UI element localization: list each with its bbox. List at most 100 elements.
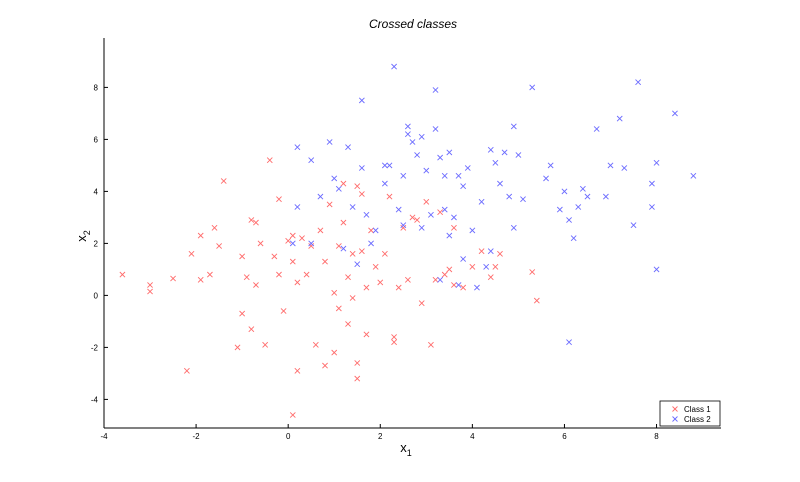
class-1-point — [414, 217, 421, 223]
class-1-point — [358, 191, 365, 197]
class-2-point — [543, 175, 549, 182]
class-2-point — [381, 162, 388, 169]
class-2-point — [340, 245, 347, 252]
class-1-point — [234, 344, 241, 351]
class-2-point — [331, 175, 338, 182]
class-2-point — [368, 240, 374, 247]
class-2-point — [621, 165, 628, 171]
class-2-point — [487, 146, 494, 153]
x-tick-label: -4 — [100, 432, 108, 441]
class-2-point — [474, 284, 480, 291]
class-1-point — [276, 196, 282, 203]
class-2-point — [427, 211, 434, 218]
class-2-point — [455, 282, 462, 288]
class-2-point — [418, 224, 425, 231]
class-2-point — [464, 165, 471, 171]
class-2-point — [561, 188, 568, 195]
class-1-point — [285, 237, 292, 244]
legend-label-1: Class 1 — [684, 405, 711, 414]
class-2-point — [404, 123, 411, 130]
y-tick-label: 8 — [94, 83, 99, 92]
class-1-point — [119, 271, 126, 278]
y-tick-label: 2 — [94, 239, 99, 248]
class-2-point — [294, 144, 301, 151]
class-1-point — [395, 284, 402, 291]
class-2-point — [400, 222, 407, 229]
class-1-point — [331, 349, 338, 356]
class-1-point — [497, 250, 503, 257]
class-2-point — [400, 172, 407, 179]
class-1-point — [340, 180, 347, 187]
class-1-point — [437, 209, 444, 216]
class-1-point — [441, 271, 448, 278]
class-1-point — [432, 276, 439, 283]
class-1-point — [391, 334, 398, 340]
class-1-point — [248, 326, 255, 333]
y-tick-label: -4 — [91, 395, 99, 404]
class-2-point — [547, 162, 554, 169]
class-1-point — [322, 258, 328, 265]
class-2-point — [649, 204, 655, 210]
y-tick-label: 0 — [94, 291, 99, 300]
class-1-point — [529, 269, 536, 275]
class-1-point — [294, 367, 301, 374]
class-1-point — [377, 279, 384, 286]
class-1-point — [363, 284, 370, 291]
class-2-point — [492, 159, 499, 166]
class-2-point — [441, 172, 448, 179]
class-2-point — [294, 204, 301, 210]
class-2-point — [501, 149, 508, 156]
class-1-point — [289, 258, 296, 265]
y-tick-label: 6 — [94, 135, 99, 144]
class-1-point — [147, 288, 153, 295]
class-2-point — [672, 110, 678, 117]
class-2-point — [358, 97, 365, 104]
class-2-point — [487, 248, 494, 255]
class-1-point — [409, 214, 416, 221]
class-2-point — [455, 172, 462, 179]
class-2-point — [690, 172, 697, 179]
class-2-point — [460, 183, 467, 190]
y-ticks: -4 -2 0 2 4 6 8 — [91, 83, 108, 404]
x-ticks: -4 -2 0 2 4 6 8 — [100, 424, 659, 441]
class-1-point — [340, 219, 347, 226]
class-1-point — [299, 235, 305, 242]
legend-marker-1 — [672, 406, 678, 412]
class-1-point — [446, 266, 453, 273]
class-1-point — [381, 250, 388, 257]
class-2-point — [432, 126, 439, 132]
x-axis-label-main: x — [400, 440, 407, 455]
class-2-point — [386, 162, 393, 169]
class-2-point — [510, 123, 517, 130]
class-2-point — [520, 196, 526, 203]
class-2-point — [363, 211, 370, 218]
class-2-point — [446, 232, 453, 239]
class-2-point — [451, 214, 457, 221]
class-1-point — [358, 248, 365, 255]
x-tick-label: 8 — [654, 432, 659, 441]
class-2-point — [506, 193, 513, 200]
class-2-point — [391, 63, 398, 70]
class-2-point — [409, 139, 416, 145]
class-2-point — [635, 79, 642, 86]
class-2-point — [579, 185, 586, 192]
x-tick-label: -2 — [193, 432, 201, 441]
class-1-point — [280, 308, 287, 314]
class-2-point — [423, 167, 430, 174]
class-1-point — [335, 243, 342, 249]
class-2-point — [529, 84, 536, 91]
class-1-point — [294, 279, 301, 286]
class-2-point — [653, 159, 660, 166]
class-2-point — [584, 193, 591, 200]
class-1-point — [289, 232, 296, 239]
class-2-point — [437, 276, 444, 283]
class-2-point — [432, 87, 439, 93]
class-1-point — [335, 305, 342, 312]
class-1-point — [386, 193, 393, 200]
class-1-point — [451, 224, 457, 231]
class-1-point — [239, 253, 246, 260]
class-1-point — [372, 263, 379, 270]
class-2-point — [354, 261, 361, 268]
class-1-point — [253, 219, 259, 226]
